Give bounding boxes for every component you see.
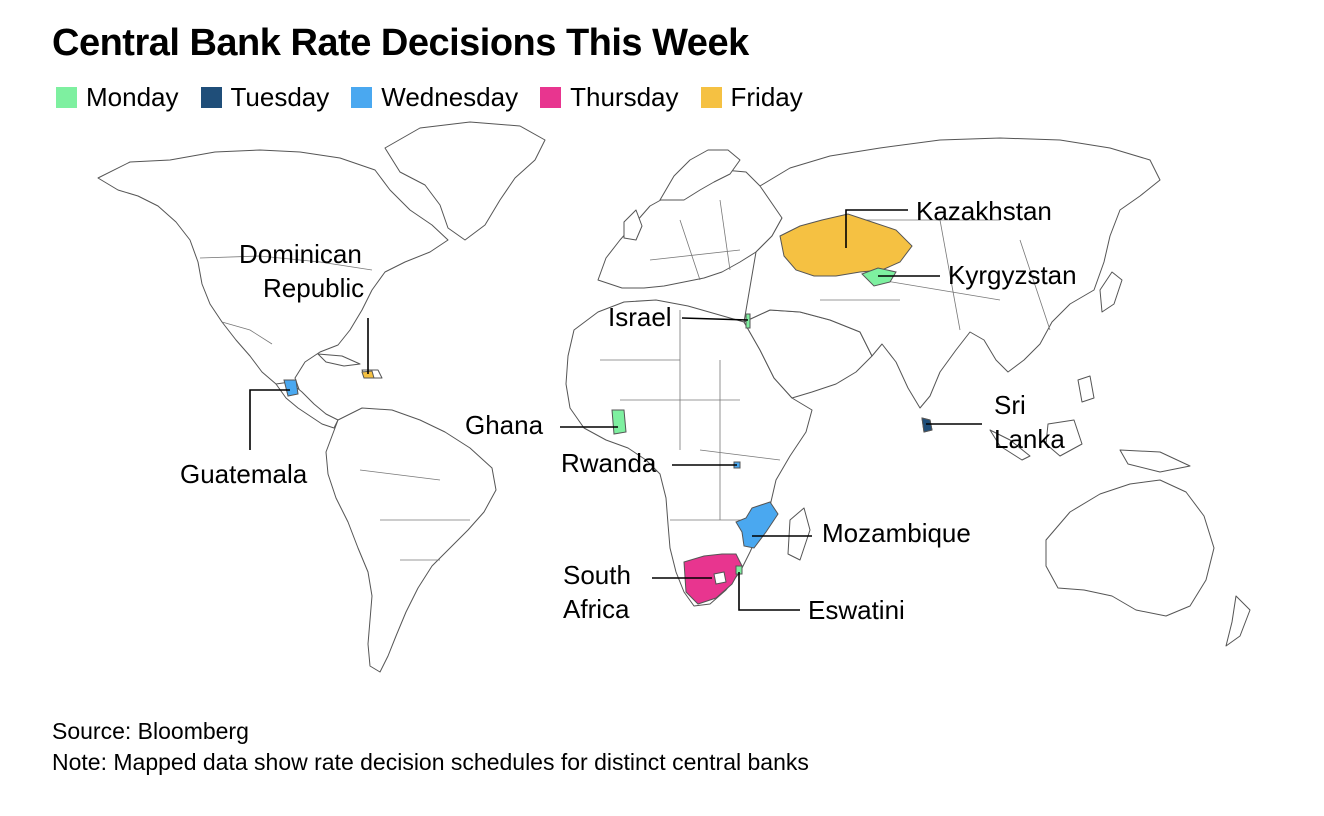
africa-borders bbox=[600, 310, 781, 521]
us-mexico-border bbox=[221, 321, 273, 345]
south-america-borders bbox=[359, 469, 470, 561]
uk-shape bbox=[623, 209, 643, 241]
label-mozambique: Mozambique bbox=[822, 518, 971, 548]
label-ghana: Ghana bbox=[465, 410, 544, 440]
label-eswatini: Eswatini bbox=[808, 595, 905, 625]
legend-label-wednesday: Wednesday bbox=[381, 82, 519, 112]
scandinavia-shape bbox=[659, 149, 741, 201]
central-america-shape bbox=[275, 381, 339, 429]
label-south-africa-line2: Africa bbox=[563, 594, 630, 624]
north-america-shape bbox=[97, 149, 449, 393]
source-text: Source: Bloomberg bbox=[52, 718, 249, 744]
lesotho-shape bbox=[713, 571, 727, 585]
sri-lanka-shape bbox=[921, 417, 933, 433]
label-kyrgyzstan: Kyrgyzstan bbox=[948, 260, 1077, 290]
label-israel: Israel bbox=[608, 302, 672, 332]
legend-item-thursday: Thursday bbox=[540, 82, 679, 113]
legend-label-thursday: Thursday bbox=[570, 82, 679, 112]
legend-swatch-tuesday bbox=[200, 87, 222, 108]
us-canada-border bbox=[199, 255, 373, 271]
chart-title: Central Bank Rate Decisions This Week bbox=[52, 22, 749, 64]
leader-guatemala bbox=[249, 389, 290, 450]
label-south-africa-line1: South bbox=[563, 560, 631, 590]
label-dominican-republic-line1: Dominican bbox=[239, 239, 362, 269]
legend-item-friday: Friday bbox=[700, 82, 803, 113]
leader-kazakhstan bbox=[845, 209, 908, 248]
israel-shape bbox=[745, 313, 751, 329]
note-text: Note: Mapped data show rate decision sch… bbox=[52, 749, 809, 775]
legend-label-tuesday: Tuesday bbox=[230, 82, 330, 112]
europe-borders bbox=[649, 199, 741, 281]
asia-shape bbox=[743, 137, 1161, 409]
greenland-shape bbox=[384, 121, 546, 241]
legend-swatch-thursday bbox=[540, 87, 562, 108]
legend-label-monday: Monday bbox=[86, 82, 179, 112]
leader-israel bbox=[681, 317, 749, 321]
madagascar-shape bbox=[787, 507, 811, 561]
mozambique-shape bbox=[735, 501, 779, 549]
legend-item-wednesday: Wednesday bbox=[351, 82, 518, 113]
eswatini-shape bbox=[735, 565, 743, 575]
borneo-shape bbox=[1045, 419, 1083, 457]
legend-swatch-wednesday bbox=[351, 87, 373, 108]
label-sri-lanka-line2: Lanka bbox=[994, 424, 1065, 454]
kyrgyzstan-shape bbox=[861, 267, 897, 287]
legend-item-tuesday: Tuesday bbox=[200, 82, 330, 113]
cuba-shape bbox=[317, 353, 361, 367]
label-kazakhstan: Kazakhstan bbox=[916, 196, 1052, 226]
new-guinea-shape bbox=[1119, 449, 1191, 473]
japan-shape bbox=[1099, 271, 1123, 313]
label-guatemala: Guatemala bbox=[180, 459, 308, 489]
legend-item-monday: Monday bbox=[56, 82, 179, 113]
south-africa-shape bbox=[683, 553, 743, 605]
south-america-shape bbox=[325, 407, 497, 673]
sumatra-shape bbox=[989, 429, 1031, 461]
philippines-shape bbox=[1077, 375, 1095, 403]
legend: Monday Tuesday Wednesday Thursday Friday bbox=[56, 82, 825, 113]
legend-swatch-monday bbox=[56, 87, 77, 108]
ghana-shape bbox=[611, 409, 627, 435]
label-rwanda: Rwanda bbox=[561, 448, 657, 478]
new-zealand-shape bbox=[1225, 595, 1251, 647]
asia-borders bbox=[820, 219, 1051, 331]
label-sri-lanka-line1: Sri bbox=[994, 390, 1026, 420]
label-dominican-republic-line2: Republic bbox=[263, 273, 364, 303]
leader-eswatini bbox=[738, 572, 800, 611]
footer: Source: Bloomberg Note: Mapped data show… bbox=[52, 716, 809, 778]
legend-label-friday: Friday bbox=[730, 82, 803, 112]
australia-shape bbox=[1045, 479, 1215, 617]
legend-swatch-friday bbox=[700, 87, 722, 108]
